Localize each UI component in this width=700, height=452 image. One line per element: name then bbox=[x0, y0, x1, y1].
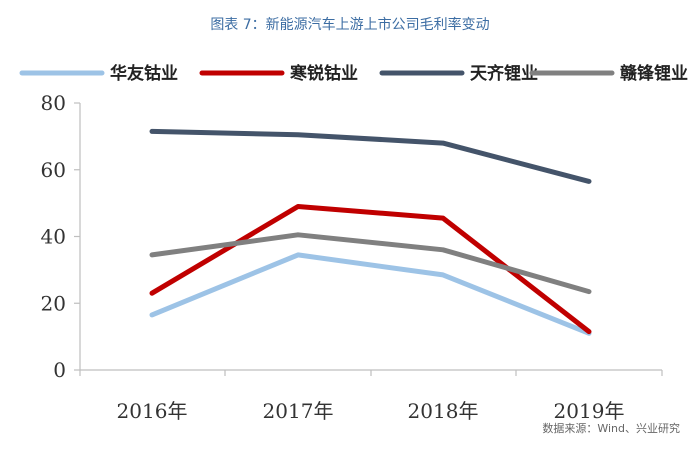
y-tick-label-60: 60 bbox=[41, 158, 66, 182]
chart-title: 图表 7：新能源汽车上游上市公司毛利率变动 bbox=[210, 17, 490, 33]
x-tick-label-1: 2016年 bbox=[117, 399, 188, 423]
legend-label-1: 华友钴业 bbox=[110, 63, 178, 84]
y-tick-label-0: 0 bbox=[53, 358, 66, 382]
axes: 0 20 40 60 80 2016年 2017年 2018年 2019年 bbox=[41, 91, 663, 423]
y-tick-label-80: 80 bbox=[41, 91, 66, 115]
series-lines bbox=[149, 128, 592, 336]
series-line-2 bbox=[149, 204, 592, 335]
series-line-3 bbox=[149, 128, 592, 184]
legend-label-3: 天齐锂业 bbox=[470, 63, 538, 84]
legend-label-4: 赣锋锂业 bbox=[620, 63, 688, 84]
series-line-1 bbox=[149, 252, 592, 336]
x-tick-label-3: 2018年 bbox=[408, 399, 479, 423]
y-tick-label-40: 40 bbox=[41, 225, 66, 249]
series-line-4 bbox=[149, 232, 592, 295]
legend: 华友钴业 寒锐钴业 天齐锂业 赣锋锂业 bbox=[19, 63, 688, 84]
source-note: 数据来源：Wind、兴业研究 bbox=[542, 422, 680, 435]
x-tick-label-2: 2017年 bbox=[263, 399, 334, 423]
legend-label-2: 寒锐钴业 bbox=[290, 63, 358, 84]
y-tick-label-20: 20 bbox=[41, 291, 66, 315]
x-tick-label-4: 2019年 bbox=[554, 399, 625, 423]
